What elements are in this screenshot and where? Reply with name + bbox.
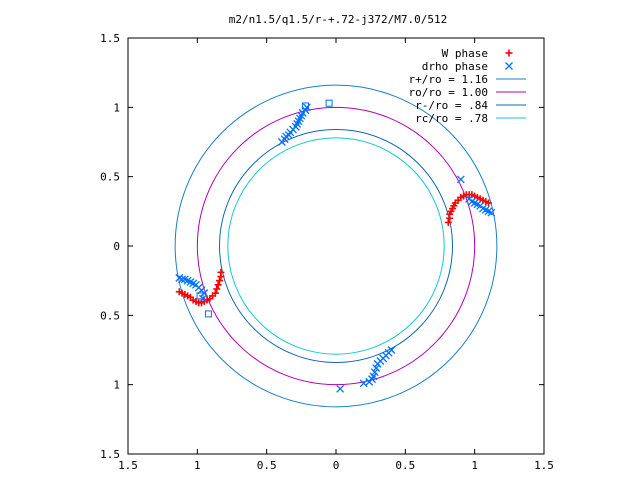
data-point: [325, 99, 333, 107]
x-tick-label: 0: [333, 459, 340, 472]
y-tick-label: 1.5: [100, 448, 120, 461]
data-point: [213, 285, 221, 293]
y-tick-label: 1.5: [100, 32, 120, 45]
legend-label: r-/ro = .84: [415, 99, 488, 112]
data-point: [277, 138, 286, 146]
x-tick-label: 1.5: [118, 459, 138, 472]
legend-label: rc/ro = .78: [415, 112, 488, 125]
x-tick-label: 1.5: [534, 459, 554, 472]
legend-entry: drho phase: [422, 60, 513, 73]
legend-label: drho phase: [422, 60, 488, 73]
chart-title: m2/n1.5/q1.5/r-+.72-j372/M7.0/512: [229, 13, 448, 26]
reference-circles: [174, 84, 498, 408]
legend-label: ro/ro = 1.00: [409, 86, 488, 99]
legend-entry: r+/ro = 1.16: [409, 73, 526, 86]
data-point: [196, 292, 204, 300]
y-tick-label: 1: [113, 101, 120, 114]
data-point: [485, 199, 493, 207]
reference-circle: [174, 84, 498, 408]
x-tick-label: 1: [194, 459, 201, 472]
data-point: [444, 218, 452, 226]
x-tick-label: 1: [471, 459, 478, 472]
phase-points: [175, 99, 496, 393]
y-tick-label: 1: [113, 379, 120, 392]
data-point: [204, 310, 212, 318]
data-point: [217, 273, 225, 281]
legend-entry: rc/ro = .78: [415, 112, 526, 125]
legend-label: W phase: [442, 47, 488, 60]
legend-entry: r-/ro = .84: [415, 99, 526, 112]
data-point: [301, 102, 309, 110]
data-point: [216, 277, 224, 285]
y-tick-label: 0: [113, 240, 120, 253]
data-point: [214, 281, 222, 289]
x-tick-label: 0.5: [395, 459, 415, 472]
legend-label: r+/ro = 1.16: [409, 73, 488, 86]
axis-ticks: 1.5 1 0.5 0 0.5 1 1.51.510.500.511.5: [100, 32, 554, 472]
legend-entry: W phase: [442, 47, 513, 60]
y-tick-label: 0.5: [100, 171, 120, 184]
legend-entry: ro/ro = 1.00: [409, 86, 526, 99]
data-point: [456, 175, 465, 184]
y-tick-label: 0.5: [100, 309, 120, 322]
data-point: [387, 346, 396, 354]
reference-circle: [219, 129, 453, 363]
data-point: [175, 288, 183, 296]
reference-circle: [196, 106, 476, 386]
data-point: [487, 208, 496, 217]
reference-circle: [227, 137, 445, 355]
x-tick-label: 0.5: [257, 459, 277, 472]
data-point: [336, 384, 345, 393]
